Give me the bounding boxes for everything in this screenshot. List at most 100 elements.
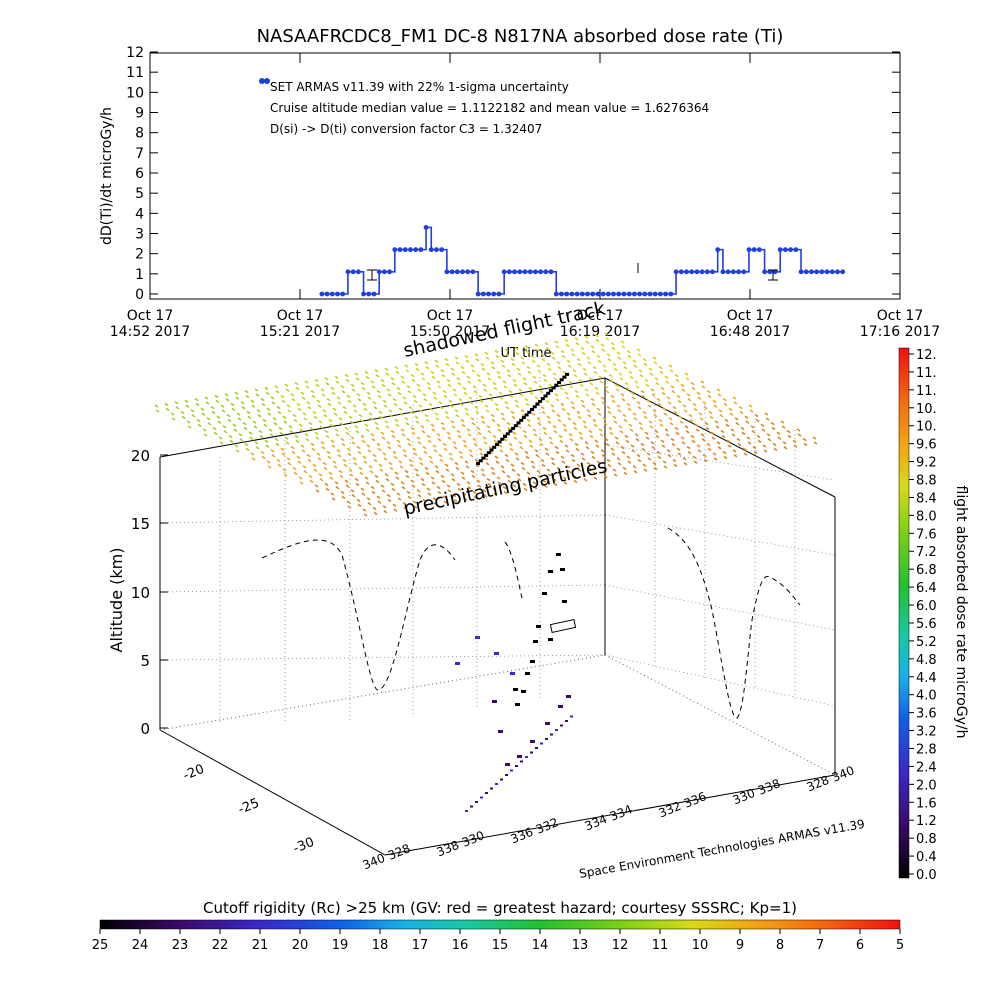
particle-dot	[478, 447, 483, 451]
colorbar-tick-label: 7.2	[916, 545, 937, 560]
particle-dot	[421, 430, 426, 434]
particle-dot	[643, 468, 648, 472]
particle-dot	[596, 354, 601, 359]
particle-dot	[601, 401, 606, 405]
particle-dot	[507, 374, 512, 378]
particle-dot	[235, 449, 240, 453]
particle-dot	[186, 420, 191, 424]
particle-dot	[451, 478, 456, 482]
track-segment	[535, 402, 540, 406]
x-tick-label: Oct 17	[277, 308, 323, 324]
particle-dot	[380, 431, 385, 435]
particle-dot	[738, 405, 743, 410]
particle-dot	[561, 354, 566, 359]
particle-dot	[424, 413, 429, 418]
particle-dot	[622, 466, 627, 471]
rigidity-tick-label: 13	[572, 938, 589, 953]
particle-dot	[652, 409, 657, 413]
particle-dot	[508, 389, 513, 394]
particle-dot	[685, 430, 690, 434]
particle-dot	[319, 425, 324, 429]
particle-dot	[702, 453, 707, 458]
particle-dot	[251, 404, 256, 408]
particle-dot	[690, 434, 695, 439]
track-segment	[478, 459, 483, 463]
particle-dot	[418, 404, 423, 408]
particle-dot	[644, 378, 649, 383]
particle-dot	[343, 463, 348, 468]
colorbar-tick-label: 8.0	[916, 509, 937, 524]
track-segment	[475, 636, 480, 639]
particle-dot	[586, 409, 591, 413]
particle-dot	[305, 385, 310, 389]
x3-tick-label: 328	[386, 841, 412, 863]
particle-dot	[307, 406, 312, 410]
particle-dot	[635, 438, 640, 442]
particle-dot	[707, 447, 712, 452]
particle-dot	[572, 474, 577, 479]
data-point	[501, 269, 507, 275]
particle-dot	[724, 418, 729, 423]
particle-dot	[604, 332, 609, 336]
data-point	[548, 269, 554, 275]
particle-dot	[604, 385, 609, 389]
particle-dot	[496, 476, 501, 480]
data-point	[366, 291, 372, 297]
particle-dot	[719, 414, 724, 418]
track-segment	[548, 389, 553, 393]
particle-dot	[649, 425, 654, 429]
particle-dot	[618, 372, 623, 376]
particle-dot	[472, 437, 477, 442]
particle-dot	[606, 353, 611, 357]
particle-dot	[707, 394, 712, 399]
particle-dot	[617, 462, 622, 466]
particle-dot	[772, 442, 777, 447]
particle-dot	[694, 423, 699, 427]
particle-dot	[455, 414, 460, 418]
particle-dot	[263, 423, 268, 428]
particle-dot	[334, 428, 339, 432]
particle-dot	[454, 409, 459, 413]
particle-dot	[515, 457, 520, 461]
particle-dot	[422, 498, 427, 503]
particle-dot	[459, 455, 464, 460]
particle-dot	[431, 481, 436, 485]
particle-dot	[479, 399, 484, 404]
y-tick-label: 8	[135, 126, 144, 142]
particle-dot	[570, 401, 575, 405]
particle-dot	[254, 441, 259, 445]
particle-dot	[293, 471, 298, 476]
particle-dot	[510, 410, 515, 415]
particle-dot	[607, 463, 612, 468]
particle-dot	[651, 393, 656, 397]
particle-dot	[727, 444, 732, 448]
particle-dot	[363, 513, 368, 517]
track-segment	[517, 755, 522, 758]
particle-dot	[606, 405, 611, 410]
particle-dot	[601, 454, 606, 458]
particle-dot	[639, 374, 644, 378]
particle-dot	[373, 406, 378, 410]
data-point	[402, 247, 408, 253]
particle-dot	[573, 374, 578, 378]
particle-dot	[547, 473, 552, 477]
particle-dot	[524, 397, 529, 402]
data-point	[428, 247, 434, 253]
particle-dot	[590, 450, 595, 455]
particle-dot	[374, 421, 379, 426]
particle-dot	[291, 398, 296, 402]
particle-dot	[272, 417, 277, 421]
particle-dot	[716, 441, 721, 445]
track-segment	[495, 783, 498, 785]
colorbar-tick-label: 4.0	[916, 689, 937, 704]
particle-dot	[551, 462, 556, 466]
particle-dot	[475, 410, 480, 415]
particle-dot	[460, 418, 465, 423]
particle-dot	[640, 442, 645, 447]
particle-dot	[527, 370, 532, 375]
particle-dot	[306, 401, 311, 405]
particle-dot	[304, 380, 309, 384]
particle-dot	[572, 421, 577, 426]
particle-dot	[792, 439, 797, 443]
